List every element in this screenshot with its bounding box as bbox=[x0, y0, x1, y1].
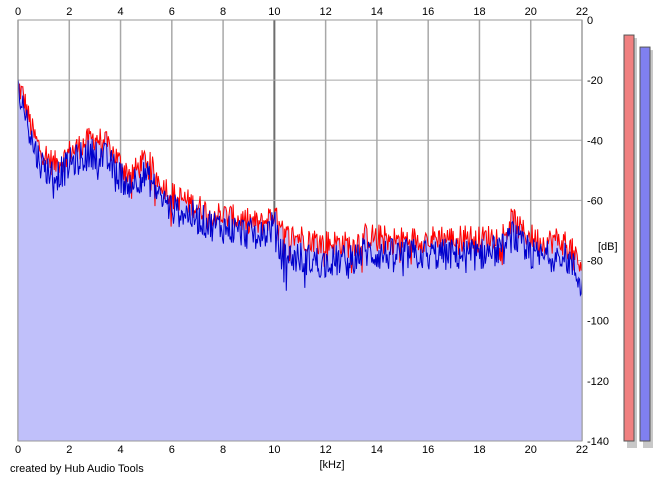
y-tick-label: 0 bbox=[587, 15, 593, 27]
x-tick-label: 10 bbox=[268, 444, 280, 456]
y-tick-label: -60 bbox=[587, 195, 603, 207]
credit-text: created by Hub Audio Tools bbox=[10, 463, 144, 475]
x-tick-label: 20 bbox=[525, 6, 537, 18]
y-tick-label: -140 bbox=[587, 436, 609, 448]
x-tick-label: 0 bbox=[15, 444, 21, 456]
x-tick-label: 12 bbox=[320, 444, 332, 456]
x-tick-label: 16 bbox=[422, 6, 434, 18]
x-tick-label: 22 bbox=[576, 444, 588, 456]
x-tick-label: 6 bbox=[169, 444, 175, 456]
x-tick-label: 18 bbox=[473, 6, 485, 18]
x-tick-label: 18 bbox=[473, 444, 485, 456]
series-right-line bbox=[17, 78, 583, 297]
x-tick-label: 14 bbox=[371, 6, 383, 18]
x-axis-top-ticks: 0 2 4 6 8 10 12 14 16 18 20 22 bbox=[15, 6, 588, 18]
x-axis-bottom-ticks: 0 2 4 6 8 10 12 14 16 18 20 22 bbox=[15, 444, 588, 456]
x-tick-label: 6 bbox=[169, 6, 175, 18]
x-tick-label: 2 bbox=[66, 6, 72, 18]
x-tick-label: 8 bbox=[220, 6, 226, 18]
x-tick-label: 22 bbox=[576, 6, 588, 18]
x-tick-label: 4 bbox=[117, 6, 123, 18]
y-tick-label: -120 bbox=[587, 376, 609, 388]
x-axis-label: [kHz] bbox=[319, 459, 344, 471]
plot-frame bbox=[17, 19, 583, 442]
x-tick-label: 2 bbox=[66, 444, 72, 456]
x-tick-label: 20 bbox=[525, 444, 537, 456]
y-axis-ticks: 0 -20 -40 -60 -80 -100 -120 -140 bbox=[587, 15, 609, 448]
y-tick-label: -40 bbox=[587, 135, 603, 147]
meter-left bbox=[623, 34, 635, 442]
y-tick-label: -80 bbox=[587, 256, 603, 268]
x-tick-label: 14 bbox=[371, 444, 383, 456]
y-tick-label: -100 bbox=[587, 316, 609, 328]
x-tick-label: 12 bbox=[320, 6, 332, 18]
y-axis-label: [dB] bbox=[598, 241, 618, 253]
x-tick-label: 4 bbox=[117, 444, 123, 456]
x-tick-label: 0 bbox=[15, 6, 21, 18]
level-meters bbox=[623, 34, 653, 449]
y-tick-label: -20 bbox=[587, 75, 603, 87]
x-tick-label: 16 bbox=[422, 444, 434, 456]
x-tick-label: 10 bbox=[268, 6, 280, 18]
x-tick-label: 8 bbox=[220, 444, 226, 456]
meter-right bbox=[639, 46, 651, 442]
